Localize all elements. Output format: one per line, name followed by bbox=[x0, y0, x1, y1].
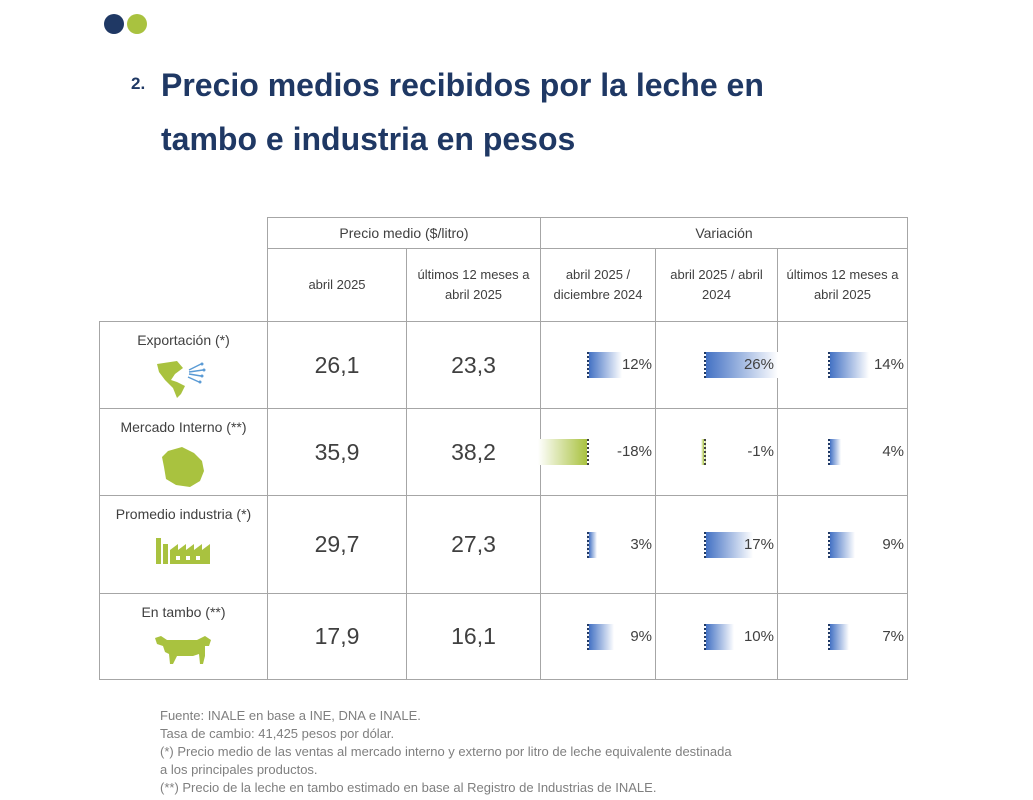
americas-map-icon bbox=[156, 361, 205, 398]
price-12-meses: 16,1 bbox=[406, 593, 541, 680]
green-dot-icon bbox=[127, 14, 147, 34]
price-abril-2025: 29,7 bbox=[267, 495, 407, 594]
price-abril-2025: 26,1 bbox=[267, 321, 407, 409]
variation-value: 9% bbox=[882, 535, 904, 553]
table-row: Promedio industria (*) 29,7 27,3 3% 17% … bbox=[99, 495, 908, 594]
row-label-cell: Promedio industria (*) bbox=[99, 495, 268, 594]
variation-cell: 26% bbox=[655, 321, 778, 409]
variation-value: 4% bbox=[882, 443, 904, 460]
variation-bar bbox=[587, 531, 598, 558]
footnote-asterisk-cont: a los principales productos. bbox=[160, 762, 318, 777]
variation-cell: 10% bbox=[655, 593, 778, 680]
table-row: Mercado Interno (**) 35,9 38,2 -18% -1% … bbox=[99, 408, 908, 496]
factory-icon bbox=[155, 538, 210, 564]
variation-bar bbox=[828, 352, 869, 378]
blue-dot-icon bbox=[104, 14, 124, 34]
variation-bar bbox=[587, 623, 614, 650]
variation-cell: 3% bbox=[540, 495, 656, 594]
variation-value: 10% bbox=[743, 627, 774, 645]
price-table: Precio medio ($/litro) Variación abril 2… bbox=[99, 217, 908, 680]
page-title: Precio medios recibidos por la leche en … bbox=[161, 67, 764, 157]
row-label: Promedio industria (*) bbox=[115, 506, 252, 522]
variation-bar bbox=[587, 352, 622, 378]
price-12-meses: 23,3 bbox=[406, 321, 541, 409]
variation-value: 26% bbox=[743, 356, 774, 373]
cow-icon bbox=[154, 636, 211, 664]
variation-cell: 14% bbox=[777, 321, 908, 409]
variation-bar bbox=[828, 623, 850, 650]
variation-cell: 7% bbox=[777, 593, 908, 680]
price-12-meses: 38,2 bbox=[406, 408, 541, 496]
variation-cell: -1% bbox=[655, 408, 778, 496]
variation-value: -1% bbox=[747, 443, 774, 460]
variation-value: 3% bbox=[630, 535, 652, 553]
row-label: En tambo (**) bbox=[141, 604, 226, 620]
price-abril-2025: 35,9 bbox=[267, 408, 407, 496]
uruguay-map-icon bbox=[161, 447, 204, 487]
section-number: 2. bbox=[131, 74, 146, 93]
row-label: Mercado Interno (**) bbox=[120, 419, 247, 435]
row-label: Exportación (*) bbox=[137, 332, 230, 348]
variation-bar bbox=[537, 439, 589, 465]
variation-value: 17% bbox=[743, 535, 774, 553]
variation-bar bbox=[704, 352, 778, 378]
variation-cell: 17% bbox=[655, 495, 778, 594]
price-abril-2025: 17,9 bbox=[267, 593, 407, 680]
footnote-double-asterisk: (**) Precio de la leche en tambo estimad… bbox=[160, 780, 657, 795]
variation-cell: -18% bbox=[537, 408, 656, 496]
column-header: abril 2025 bbox=[267, 248, 407, 322]
column-header: últimos 12 meses a abril 2025 bbox=[406, 248, 541, 322]
variation-cell: 9% bbox=[777, 495, 908, 594]
variation-bar bbox=[704, 531, 753, 558]
footnote-asterisk: (*) Precio medio de las ventas al mercad… bbox=[160, 744, 732, 759]
variation-value: 9% bbox=[630, 627, 652, 645]
variation-value: 12% bbox=[621, 356, 652, 373]
table-corner bbox=[100, 218, 268, 249]
variation-cell: 4% bbox=[777, 408, 908, 496]
variation-bar bbox=[704, 623, 734, 650]
row-label-cell: Exportación (*) bbox=[99, 321, 268, 409]
variation-bar bbox=[828, 531, 855, 558]
variation-value: -18% bbox=[616, 443, 652, 460]
column-header: abril 2025 / diciembre 2024 bbox=[540, 248, 656, 322]
group-header-price: Precio medio ($/litro) bbox=[267, 217, 541, 249]
column-header: últimos 12 meses a abril 2025 bbox=[777, 248, 908, 322]
table-row: Exportación (*) 26,1 23,3 12% 26% 14% bbox=[99, 321, 908, 409]
row-label-cell: Mercado Interno (**) bbox=[99, 408, 268, 496]
variation-bar bbox=[701, 439, 706, 465]
table-row: En tambo (**) 17,9 16,1 9% 10% 7% bbox=[99, 593, 908, 680]
variation-value: 7% bbox=[882, 627, 904, 645]
price-12-meses: 27,3 bbox=[406, 495, 541, 594]
source-note: Fuente: INALE en base a INE, DNA e INALE… bbox=[160, 708, 421, 723]
variation-bar bbox=[828, 439, 841, 465]
group-header-variation: Variación bbox=[540, 217, 908, 249]
exchange-rate-note: Tasa de cambio: 41,425 pesos por dólar. bbox=[160, 726, 395, 741]
variation-cell: 9% bbox=[540, 593, 656, 680]
table-corner bbox=[100, 249, 268, 322]
variation-cell: 12% bbox=[540, 321, 656, 409]
row-label-cell: En tambo (**) bbox=[99, 593, 268, 680]
footnotes: Fuente: INALE en base a INE, DNA e INALE… bbox=[160, 707, 732, 797]
column-header: abril 2025 / abril 2024 bbox=[655, 248, 778, 322]
variation-value: 14% bbox=[873, 356, 904, 373]
